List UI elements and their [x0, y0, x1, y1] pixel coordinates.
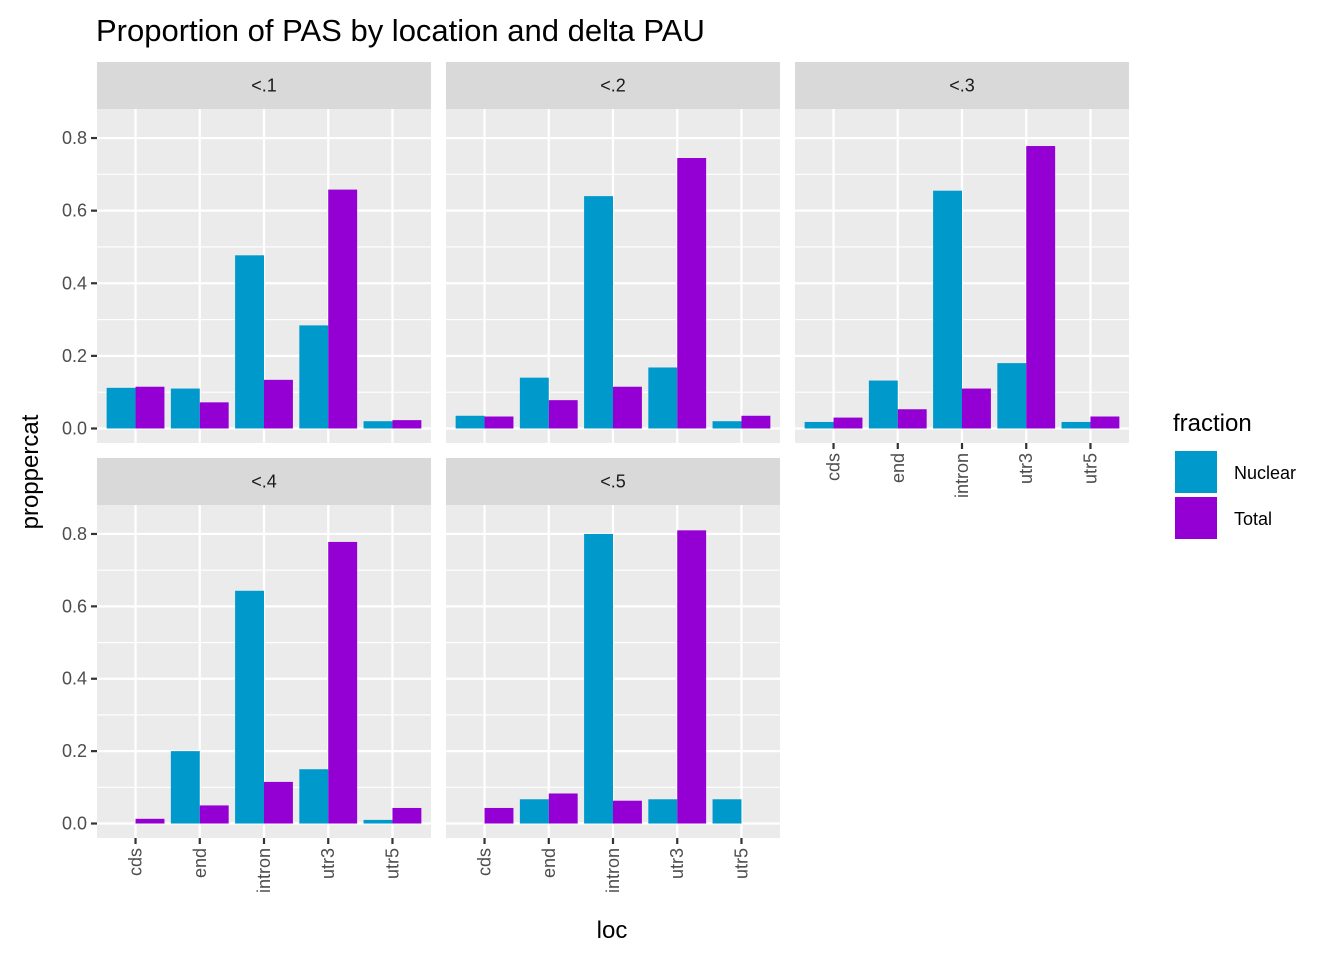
bar-nuclear-utr3 [648, 367, 678, 429]
y-tick-label: 0.2 [62, 346, 87, 366]
x-tick-label: utr3 [667, 848, 687, 879]
bar-total-utr3 [677, 530, 707, 824]
bar-total-end [897, 409, 927, 429]
bar-nuclear-utr3 [299, 769, 329, 824]
bar-nuclear-utr5 [363, 421, 393, 429]
legend-key-nuclear [1175, 451, 1217, 493]
x-tick-label: utr5 [1080, 453, 1100, 484]
x-tick-label: utr3 [318, 848, 338, 879]
x-tick-label: utr5 [731, 848, 751, 879]
legend: fraction Nuclear Total [1173, 410, 1296, 539]
bar-nuclear-cds [106, 387, 136, 429]
bar-total-utr5 [1090, 416, 1120, 429]
bar-total-utr5 [392, 807, 422, 824]
bar-nuclear-intron [235, 590, 264, 824]
panel-2: <.2 [446, 62, 780, 443]
x-tick-label: intron [603, 848, 623, 893]
bar-nuclear-utr3 [648, 799, 678, 824]
x-tick-label: end [190, 848, 210, 878]
bar-nuclear-utr5 [712, 421, 742, 429]
bar-total-utr5 [741, 415, 771, 429]
chart-title: Proportion of PAS by location and delta … [96, 13, 705, 48]
legend-key-total [1175, 497, 1217, 539]
x-tick-label: end [539, 848, 559, 878]
bar-nuclear-intron [584, 196, 613, 429]
y-tick-label: 0.4 [62, 273, 87, 293]
bar-total-end [199, 402, 229, 429]
x-axis-title: loc [597, 917, 628, 944]
x-tick-label: end [888, 453, 908, 483]
y-tick-label: 0.2 [62, 741, 87, 761]
y-tick-label: 0.0 [62, 418, 87, 438]
bar-total-cds [833, 417, 863, 429]
bar-nuclear-intron [235, 255, 264, 429]
bar-nuclear-end [519, 799, 549, 824]
strip-background [446, 458, 780, 505]
bar-total-utr3 [1026, 146, 1056, 429]
x-tick-label: cds [126, 848, 146, 876]
legend-label-total: Total [1234, 509, 1272, 529]
y-tick-label: 0.0 [62, 814, 87, 834]
x-tick-label: cds [824, 453, 844, 481]
bar-nuclear-utr3 [299, 325, 329, 429]
x-tick-label: cds [475, 848, 495, 876]
bar-nuclear-intron [584, 533, 613, 824]
bar-nuclear-end [868, 380, 898, 429]
x-tick-label: utr5 [382, 848, 402, 879]
bar-total-intron [264, 379, 293, 429]
bar-total-intron [962, 388, 991, 429]
bar-total-end [548, 400, 578, 429]
x-tick-label: utr3 [1016, 453, 1036, 484]
legend-title: fraction [1173, 410, 1252, 437]
strip-label: <.1 [251, 76, 277, 96]
panel-4: <.4 0.0 0.2 0.4 0.6 0.8 cds end intron utr3 utr5 [62, 458, 431, 893]
x-tick-label: intron [952, 453, 972, 498]
panel-1: <.1 0.0 0.2 0.4 0.6 0.8 [62, 62, 431, 443]
bar-total-end [199, 805, 229, 824]
y-tick-label: 0.6 [62, 201, 87, 221]
bar-nuclear-utr3 [997, 363, 1027, 429]
strip-label: <.3 [949, 76, 975, 96]
y-tick-label: 0.6 [62, 596, 87, 616]
bar-nuclear-utr5 [712, 799, 742, 824]
bar-nuclear-cds [455, 415, 485, 429]
y-tick-label: 0.4 [62, 669, 87, 689]
bar-nuclear-utr5 [1061, 421, 1091, 429]
bar-total-intron [264, 781, 293, 824]
bar-nuclear-end [170, 388, 200, 429]
bar-total-utr3 [677, 158, 707, 429]
strip-background [97, 458, 431, 505]
y-tick-label: 0.8 [62, 524, 87, 544]
panel-5: <.5 cds end intron utr3 utr5 [446, 458, 780, 893]
bar-total-intron [613, 386, 642, 429]
x-tick-label: intron [254, 848, 274, 893]
bar-total-utr3 [328, 541, 358, 824]
bar-total-utr3 [328, 189, 358, 429]
strip-background [446, 62, 780, 109]
facet-panels: <.1 0.0 0.2 0.4 0.6 0.8 <.2 <.3 cds end intron utr3… [62, 62, 1129, 893]
bar-nuclear-utr5 [363, 819, 393, 824]
bar-total-intron [613, 800, 642, 824]
strip-background [97, 62, 431, 109]
bar-nuclear-cds [804, 421, 834, 429]
bar-total-end [548, 793, 578, 824]
legend-label-nuclear: Nuclear [1234, 463, 1296, 483]
bar-total-cds [484, 416, 514, 429]
panel-3: <.3 cds end intron utr3 utr5 [795, 62, 1129, 498]
strip-background [795, 62, 1129, 109]
strip-label: <.2 [600, 76, 626, 96]
strip-label: <.5 [600, 472, 626, 492]
strip-label: <.4 [251, 472, 277, 492]
y-tick-label: 0.8 [62, 128, 87, 148]
bar-nuclear-intron [933, 190, 962, 429]
bar-total-cds [484, 807, 514, 824]
bar-total-cds [135, 818, 165, 824]
bar-nuclear-end [170, 751, 200, 824]
bar-total-cds [135, 386, 165, 429]
bar-nuclear-end [519, 377, 549, 429]
y-axis-title: proppercat [17, 414, 44, 529]
bar-total-utr5 [392, 420, 422, 429]
